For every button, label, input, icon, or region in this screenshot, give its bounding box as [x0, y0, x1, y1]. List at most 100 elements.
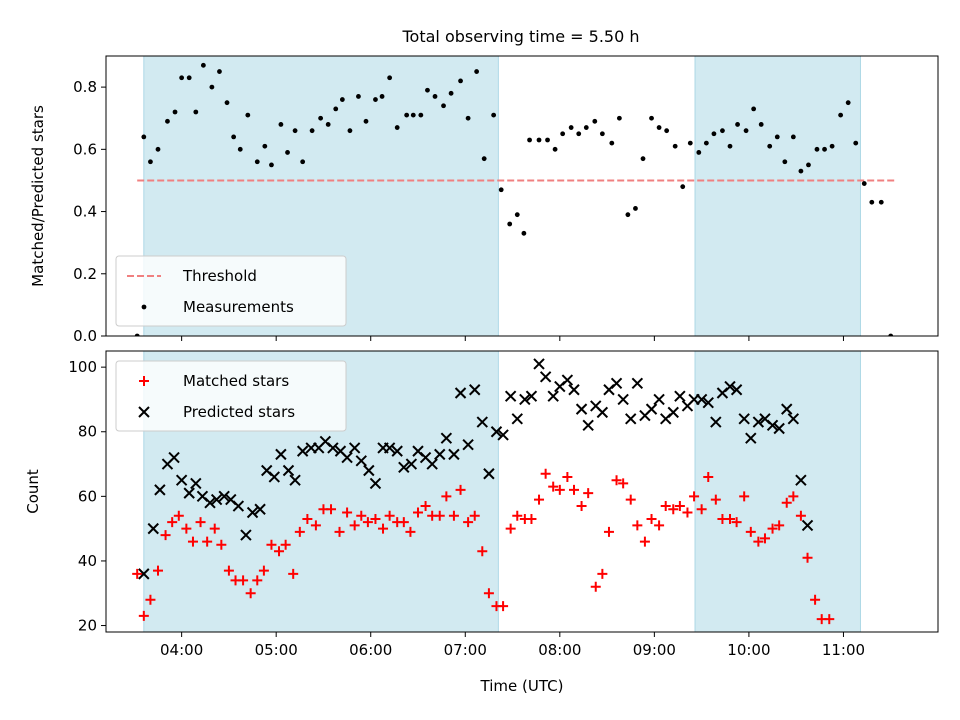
data-point — [224, 100, 230, 106]
data-point — [232, 500, 245, 512]
data-point — [223, 565, 234, 576]
data-point — [682, 507, 693, 518]
data-point — [582, 419, 594, 431]
data-point — [774, 134, 780, 140]
data-point — [440, 432, 453, 444]
data-point — [216, 539, 227, 550]
data-point — [383, 442, 396, 454]
y-tick-label: 60 — [78, 487, 97, 505]
data-point — [547, 390, 559, 402]
data-point — [703, 471, 714, 482]
data-point — [603, 526, 614, 537]
data-point — [696, 150, 702, 155]
data-point — [568, 384, 580, 396]
plot-area — [132, 351, 861, 632]
data-point — [562, 471, 573, 482]
legend-box — [115, 255, 347, 327]
data-point — [781, 403, 793, 415]
data-point — [292, 128, 298, 134]
data-point — [426, 458, 438, 470]
data-point — [519, 393, 531, 406]
legend-measurement-swatch — [141, 304, 147, 310]
legend-label: Measurements — [183, 298, 294, 316]
y-tick-label: 40 — [78, 552, 97, 570]
data-point — [172, 109, 178, 115]
data-point — [539, 371, 552, 383]
data-point — [204, 497, 216, 509]
data-point — [560, 131, 566, 137]
x-tick-label: 11:00 — [822, 641, 865, 659]
data-point — [610, 377, 623, 390]
data-point — [398, 461, 410, 473]
data-point — [420, 501, 431, 512]
data-point — [254, 159, 260, 165]
data-point — [455, 484, 466, 495]
data-point — [689, 491, 700, 502]
data-point — [240, 529, 252, 541]
data-point — [649, 115, 654, 121]
data-point — [888, 333, 894, 336]
data-point — [193, 109, 199, 115]
data-point — [153, 565, 163, 576]
data-point — [187, 536, 198, 547]
data-point — [731, 517, 742, 528]
data-point — [348, 442, 361, 454]
data-point — [373, 97, 378, 102]
data-point — [246, 506, 259, 519]
x-tick-label: 04:00 — [160, 641, 203, 659]
data-point — [696, 504, 707, 515]
data-point — [720, 128, 725, 134]
data-point — [672, 143, 678, 149]
data-point — [739, 491, 750, 502]
data-point — [391, 445, 403, 457]
data-point — [738, 413, 750, 425]
data-point — [801, 519, 814, 532]
data-point — [616, 115, 622, 121]
data-point — [285, 150, 290, 155]
data-point — [645, 403, 658, 415]
data-point — [702, 396, 714, 409]
data-point — [369, 477, 382, 490]
data-point — [356, 510, 367, 521]
data-point — [477, 546, 488, 557]
data-point — [300, 159, 306, 165]
data-point — [710, 494, 721, 505]
data-point — [183, 487, 195, 499]
data-point — [441, 491, 452, 502]
data-point — [333, 106, 339, 112]
data-point — [398, 517, 409, 528]
y-tick-label: 0.8 — [73, 78, 97, 96]
data-point — [155, 146, 161, 152]
data-point — [476, 416, 488, 428]
data-point — [814, 146, 820, 152]
data-point — [527, 137, 532, 143]
data-point — [735, 122, 740, 127]
data-point — [545, 137, 550, 143]
data-point — [363, 464, 375, 477]
data-point — [469, 510, 480, 521]
data-point — [680, 184, 686, 190]
data-point — [167, 517, 178, 528]
data-point — [418, 112, 424, 118]
data-point — [404, 112, 410, 118]
data-point — [362, 517, 373, 528]
x-tick-label: 06:00 — [349, 641, 392, 659]
legend: Threshold Measurements — [115, 255, 347, 327]
data-point — [795, 474, 807, 486]
data-point — [590, 581, 601, 592]
data-point — [325, 122, 331, 127]
data-point — [653, 393, 665, 406]
data-point — [838, 112, 844, 118]
data-point — [296, 445, 309, 457]
data-point — [639, 536, 650, 547]
data-point — [410, 112, 416, 118]
data-point — [245, 112, 251, 118]
data-point — [141, 134, 147, 140]
data-point — [405, 526, 416, 537]
data-point — [514, 212, 520, 218]
data-point — [181, 523, 192, 534]
data-point — [526, 513, 537, 524]
data-point — [774, 520, 785, 531]
data-point — [356, 94, 361, 99]
x-tick-label: 05:00 — [255, 641, 298, 659]
